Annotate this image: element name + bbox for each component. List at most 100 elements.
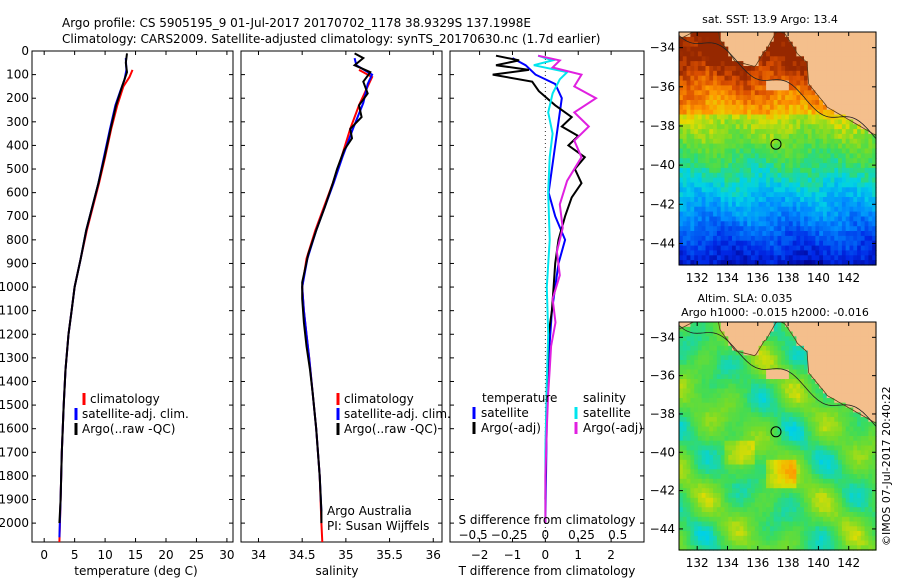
map-cell [724,119,729,125]
map-cell [838,426,843,432]
map-cell [792,412,798,418]
map-cell [766,545,771,551]
map-cell [690,95,695,101]
s-tick-label: 0 [542,528,550,542]
map-cell [777,521,782,527]
map-cell [777,216,782,222]
map-cell [830,46,835,53]
map-cell [705,206,710,213]
map-cell [838,133,843,140]
map-cell [823,364,828,371]
map-cell [690,445,695,451]
map-cell [686,231,691,237]
map-cell [807,109,813,116]
y-tick-label: 1600 [0,422,29,436]
y-tick-label: 800 [6,233,29,247]
map-cell [853,124,858,130]
map-cell [732,393,737,399]
map-cell [690,341,695,347]
map-cell [705,197,710,203]
map-cell [732,364,737,371]
map-cell [830,393,835,399]
map-cell [758,464,763,470]
map-cell [868,36,873,43]
map-cell [751,167,756,174]
map-cell [724,56,729,62]
map-cell [709,61,714,67]
map-cell [823,206,828,213]
map-cell [845,393,851,399]
map-cell [777,148,782,154]
map-cell [815,507,820,513]
map-cell [713,440,718,447]
map-cell [735,407,741,413]
map-cell [758,240,763,247]
map-cell [773,450,779,456]
map-cell [735,516,741,523]
map-cell [823,245,828,252]
y-tick-label: 200 [6,91,29,105]
map-cell [724,138,729,145]
map-cell [694,459,699,466]
map-cell [834,483,839,489]
map-cell [758,80,763,86]
map-cell [830,90,835,96]
map-cell [800,245,805,252]
map-cell [751,187,756,193]
map-cell [694,75,699,82]
map-cell [758,32,763,38]
map-cell [834,124,839,130]
map-cell [823,235,828,242]
map-cell [747,70,752,77]
map-cell [705,512,710,518]
map-cell [766,341,771,347]
map-cell [679,464,684,470]
map-cell [686,445,691,451]
map-cell [686,374,691,380]
map-cell [747,393,752,399]
map-cell [769,436,775,442]
x-tick-label: 0 [40,548,48,562]
map-cell [732,512,737,518]
map-cell [682,512,688,518]
map-cell [743,245,748,252]
map-cell [853,66,858,72]
map-cell [754,455,760,461]
map-cell [841,211,847,218]
map-cell [769,421,775,428]
map-cell [838,398,843,404]
map-cell [679,206,684,213]
map-cell [792,133,798,140]
map-cell [716,379,722,385]
map-cell [709,226,714,232]
map-cell [845,493,851,499]
map-cell [728,455,733,461]
map-cell [872,80,877,86]
map-cell [679,163,684,169]
map-cell [713,350,718,356]
map-cell [758,374,763,380]
map-cell [769,80,775,86]
map-cell [823,483,828,489]
map-cell [724,388,729,394]
map-cell [815,197,820,203]
map-cell [815,226,820,232]
map-cell [796,211,801,218]
map-cell [682,51,688,57]
map-cell [751,56,756,62]
map-cell [747,341,752,347]
map-cell [811,497,816,504]
map-cell [777,478,782,485]
y-tick-label: 1800 [0,469,29,483]
map-cell [679,535,684,542]
map-cell [705,46,710,53]
map-cell [697,540,703,546]
map-cell [777,85,782,91]
map-cell [758,36,763,43]
map-cell [694,231,699,237]
map-cell [754,56,760,62]
map-cell [747,143,752,150]
map-cell [682,201,688,208]
map-cell [769,493,775,499]
map-cell [819,364,824,371]
